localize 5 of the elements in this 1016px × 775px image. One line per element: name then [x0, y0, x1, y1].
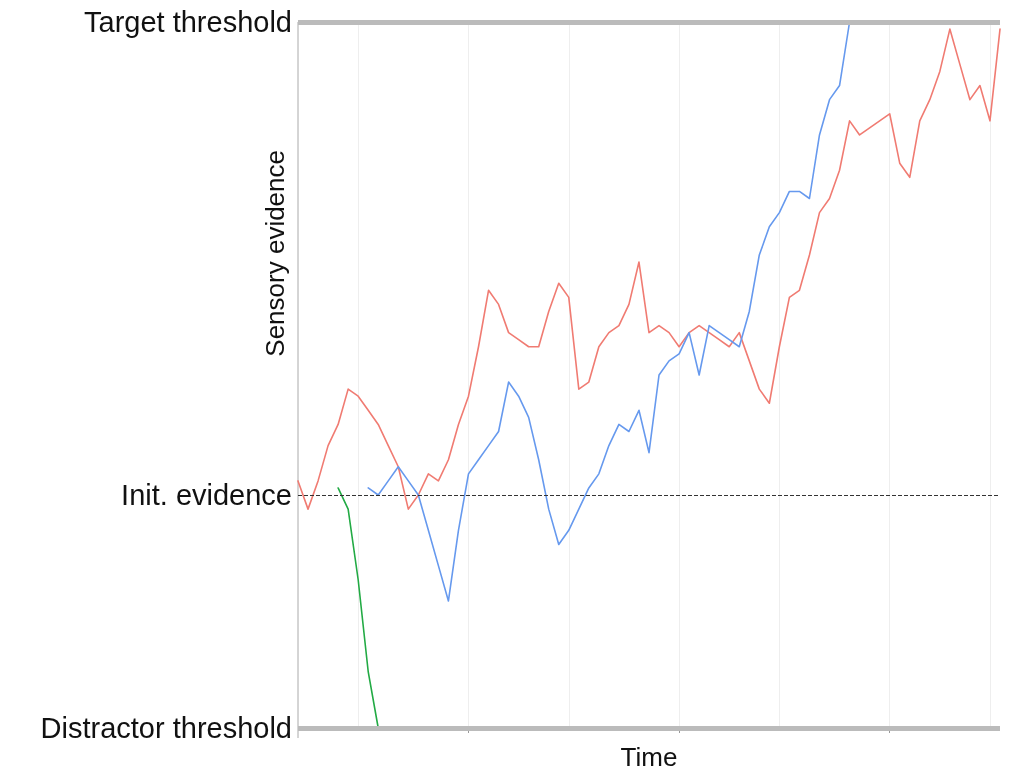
- y-axis-title: Sensory evidence: [260, 149, 290, 357]
- ref-line-label: Distractor threshold: [40, 712, 292, 744]
- x-axis-title: Time: [620, 742, 678, 772]
- ref-line-label: Init. evidence: [121, 479, 292, 512]
- ref-line-label: Target threshold: [84, 6, 292, 38]
